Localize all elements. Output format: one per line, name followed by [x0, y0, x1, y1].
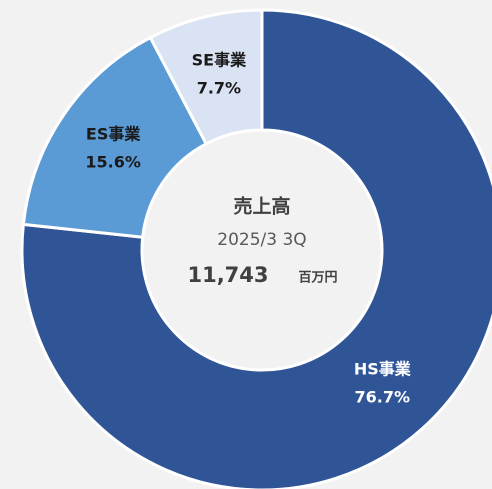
slice-name: HS事業: [354, 359, 412, 378]
slice-label: 7.7%: [197, 79, 241, 98]
slice: [21, 35, 209, 239]
center-title: 売上高: [233, 195, 290, 218]
slice-label: 15.6%: [85, 152, 141, 171]
slice-label: 76.7%: [355, 387, 411, 406]
slice: [148, 8, 264, 146]
slice: [20, 8, 492, 489]
center-subtitle: 2025/3 3Q: [217, 230, 306, 250]
slice-name: ES事業: [86, 124, 141, 143]
slices: [20, 8, 492, 489]
center-unit: 百万円: [298, 271, 337, 286]
slice-name: SE事業: [192, 51, 247, 70]
center-value: 11,743: [187, 263, 268, 287]
